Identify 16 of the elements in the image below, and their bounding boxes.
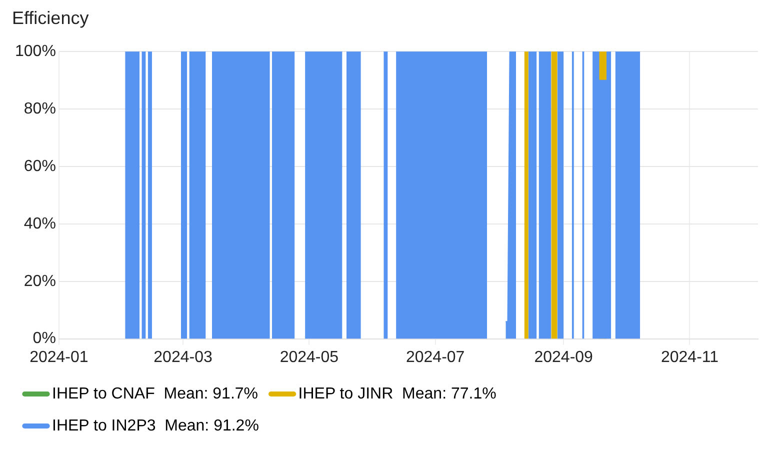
x-tick-label: 2024-01 [30, 348, 88, 366]
y-tick-label: 40% [24, 215, 56, 232]
y-tick-label: 0% [32, 330, 56, 348]
x-tick-label: 2024-11 [660, 348, 719, 366]
x-tick-label: 2024-07 [406, 348, 465, 366]
x-tick-label: 2024-05 [280, 348, 339, 366]
legend-label: IHEP to CNAF Mean: 91.7% [52, 385, 258, 402]
y-tick-label: 100% [15, 43, 56, 60]
legend-label: IHEP to JINR Mean: 77.1% [298, 385, 496, 402]
chart-title: Efficiency [12, 8, 89, 28]
x-tick-label: 2024-03 [154, 348, 212, 366]
y-tick-label: 20% [24, 272, 56, 290]
y-tick-label: 60% [24, 158, 56, 175]
x-tick-label: 2024-09 [534, 348, 594, 366]
legend-label: IHEP to IN2P3 Mean: 91.2% [52, 417, 259, 434]
y-tick-label: 80% [24, 100, 56, 118]
